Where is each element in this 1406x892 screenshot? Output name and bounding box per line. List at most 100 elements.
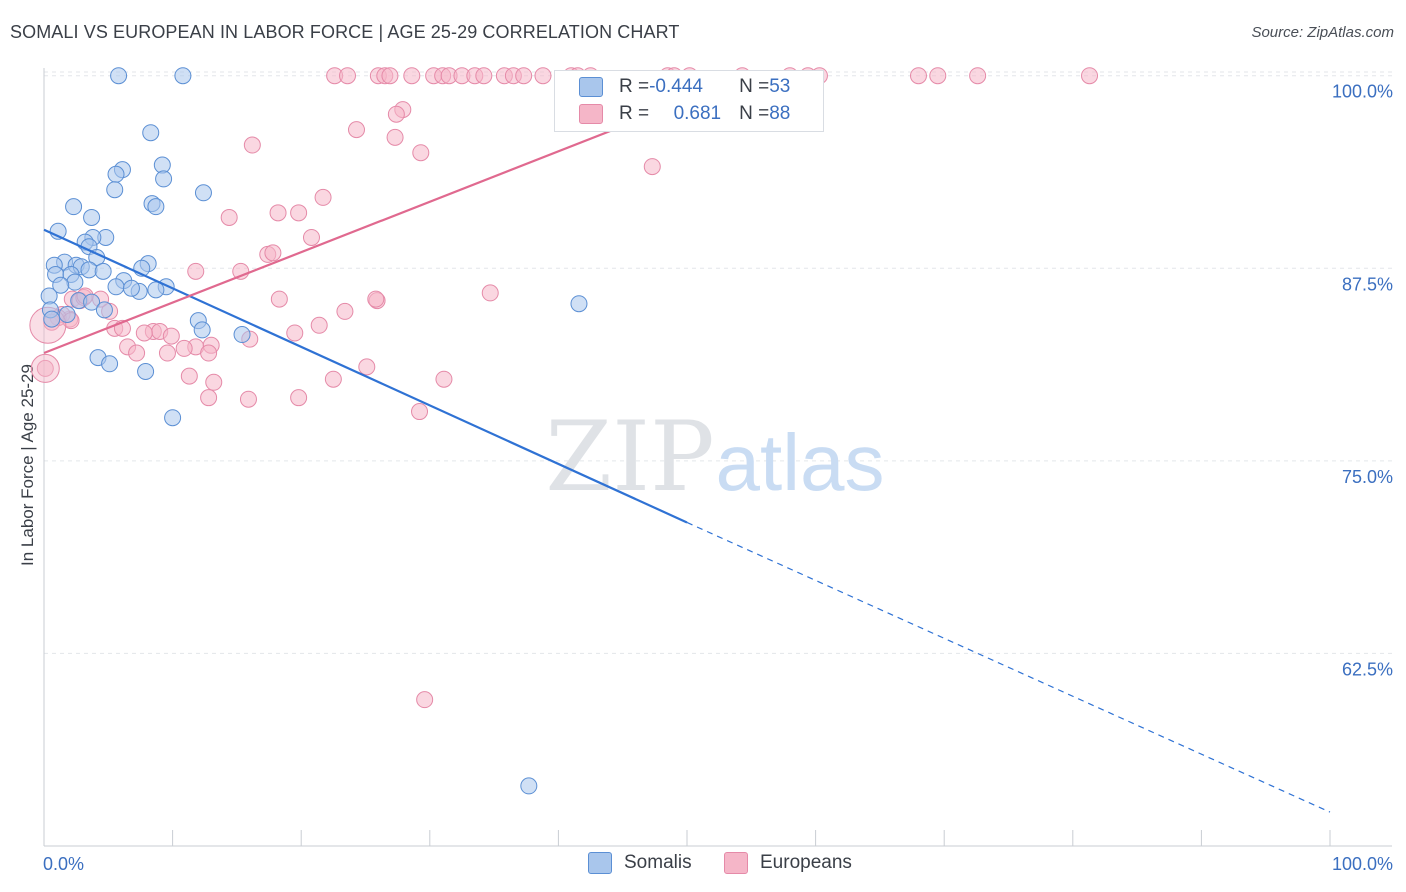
point-european (367, 290, 385, 308)
point-european (929, 67, 947, 85)
correlation-legend: R = -0.444 N = 53 R = 0.681 N = 88 (554, 70, 824, 132)
point-european (969, 67, 987, 85)
legend-r-label: R = (619, 103, 650, 124)
legend-r-label: R = (619, 76, 650, 97)
point-european (336, 302, 354, 320)
point-somali (142, 124, 160, 142)
legend-r-value-somalis: -0.444 (649, 76, 703, 97)
watermark-zip: ZIP (545, 401, 714, 513)
legend-n-value-somalis: 53 (769, 76, 791, 97)
point-european (411, 403, 429, 421)
point-somali (107, 278, 125, 296)
point-european (239, 390, 257, 408)
trend-line-somalis-extension (686, 521, 1331, 813)
point-somali (94, 262, 112, 280)
point-european (36, 359, 54, 377)
trend-line-somalis (43, 228, 688, 524)
legend-n-label: N = (739, 103, 770, 124)
point-european (162, 327, 180, 345)
point-european (175, 339, 193, 357)
point-somali (570, 295, 588, 313)
point-somali (147, 198, 165, 216)
watermark-atlas: atlas (716, 418, 885, 507)
point-european (200, 389, 218, 407)
point-european (324, 370, 342, 388)
point-european (475, 67, 493, 85)
point-european (416, 691, 434, 709)
legend-n-label: N = (739, 76, 770, 97)
point-european (310, 316, 328, 334)
point-european (909, 67, 927, 85)
legend-item-europeans: Europeans (724, 852, 852, 874)
point-european (243, 136, 261, 154)
point-european (158, 344, 176, 362)
x-tick-label: 100.0% (1332, 854, 1393, 874)
point-somali (174, 67, 192, 85)
source-label: Source: ZipAtlas.com (1251, 24, 1394, 41)
point-somali (106, 181, 124, 199)
point-somali (233, 326, 251, 344)
point-european (128, 344, 146, 362)
point-european (435, 370, 453, 388)
legend-swatch-europeans (579, 104, 603, 124)
y-tick-label: 87.5% (1342, 274, 1393, 294)
point-european (205, 373, 223, 391)
point-somali (43, 310, 61, 328)
point-european (338, 67, 356, 85)
point-somali (137, 362, 155, 380)
point-somali (58, 305, 76, 323)
point-european (534, 67, 552, 85)
watermark: ZIP atlas (545, 401, 884, 513)
point-somali (155, 170, 173, 188)
tick-labels: 62.5% 75.0% 87.5% 100.0% 0.0% 100.0% (43, 82, 1393, 874)
point-european (290, 204, 308, 222)
point-somali (193, 321, 211, 339)
point-somali (83, 293, 101, 311)
point-european (387, 105, 405, 123)
point-european (347, 121, 365, 139)
point-european (302, 228, 320, 246)
point-european (200, 344, 218, 362)
point-european (515, 67, 533, 85)
point-european (187, 262, 205, 280)
point-european (1081, 67, 1099, 85)
point-european (135, 324, 153, 342)
point-european (643, 158, 661, 176)
legend-n-value-europeans: 88 (769, 103, 791, 124)
point-european (381, 67, 399, 85)
point-european (264, 244, 282, 262)
series-legend: Somalis Europeans (0, 852, 1406, 878)
legend-label-somalis: Somalis (624, 852, 692, 873)
point-somali (101, 355, 119, 373)
point-european (403, 67, 421, 85)
point-european (481, 284, 499, 302)
point-somali (95, 301, 113, 319)
point-european (286, 324, 304, 342)
point-european (314, 188, 332, 206)
legend-row-somalis: R = -0.444 N = 53 (579, 75, 790, 99)
point-somali (83, 208, 101, 226)
point-european (358, 358, 376, 376)
legend-swatch-somalis (579, 77, 603, 97)
x-tick-label: 0.0% (43, 854, 84, 874)
legend-item-somalis: Somalis (588, 852, 692, 874)
axes (43, 68, 1392, 847)
point-european (412, 144, 430, 162)
europeans-points (29, 67, 1099, 709)
point-somali (164, 409, 182, 427)
legend-swatch-europeans (724, 852, 748, 874)
point-somali (122, 279, 140, 297)
chart-title: SOMALI VS EUROPEAN IN LABOR FORCE | AGE … (10, 22, 680, 42)
y-tick-label: 75.0% (1342, 467, 1393, 487)
point-somali (194, 184, 212, 202)
point-somali (110, 67, 128, 85)
legend-label-europeans: Europeans (760, 852, 852, 873)
grid-lines (44, 71, 1392, 654)
point-european (220, 208, 238, 226)
point-european (290, 389, 308, 407)
point-european (269, 204, 287, 222)
point-somali (65, 198, 83, 216)
somalis-points (40, 67, 588, 795)
point-somali (66, 273, 84, 291)
point-european (386, 128, 404, 146)
